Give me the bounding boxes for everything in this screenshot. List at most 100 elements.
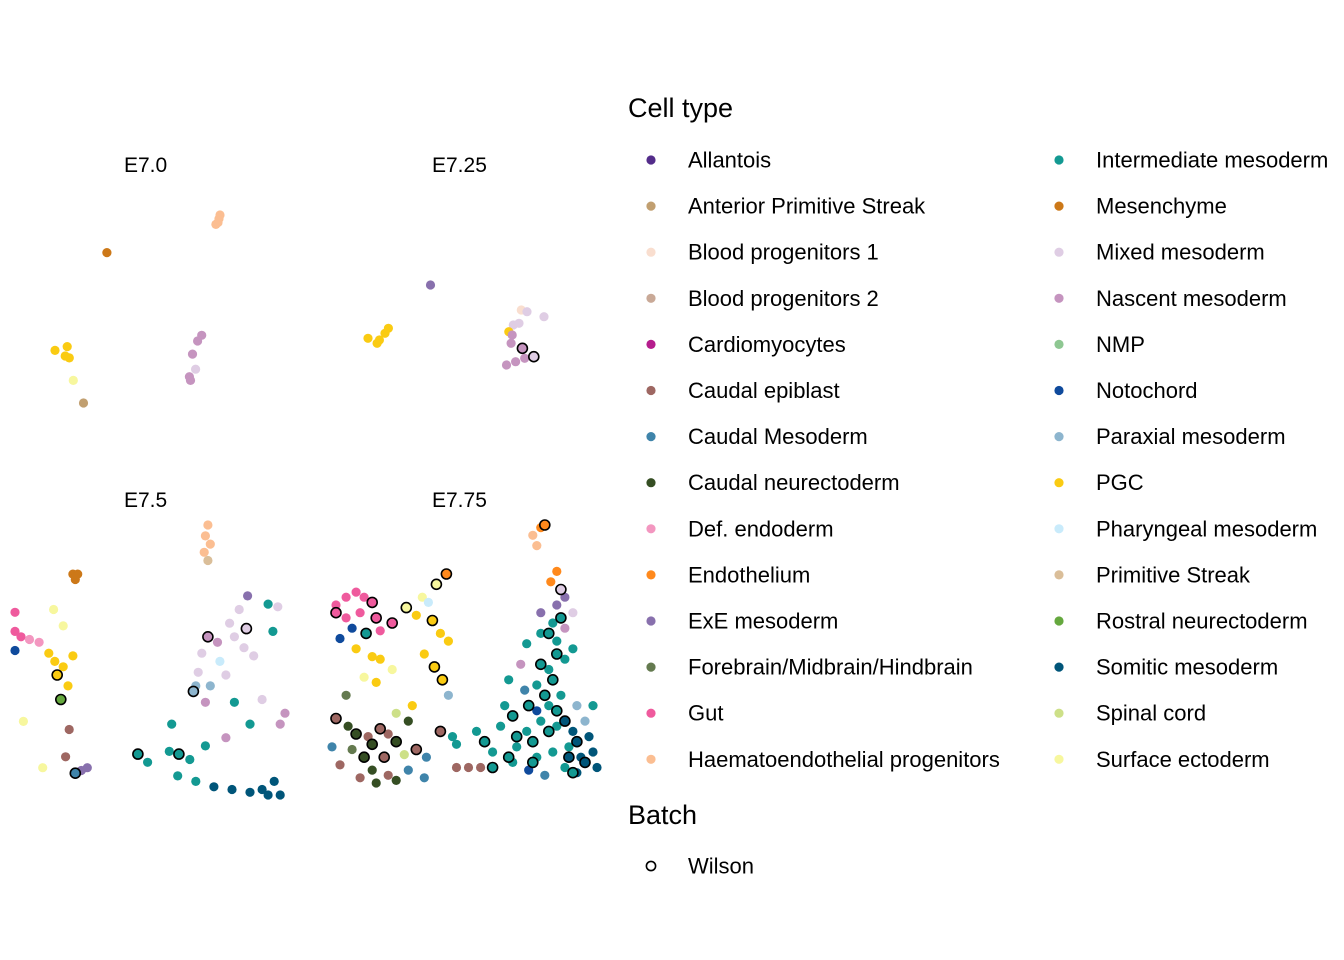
data-point-caudal-epiblast [383, 729, 393, 739]
data-point-haematoendothelial-progenitors [528, 530, 538, 540]
data-point-mixed-mesoderm [221, 670, 231, 680]
data-point-caudal-neurectoderm [358, 751, 370, 764]
legend-label: Gut [688, 701, 723, 726]
legend-key-pgc [1054, 478, 1064, 488]
data-point-mixed-mesoderm [568, 608, 578, 618]
data-point-intermediate-mesoderm [552, 721, 562, 731]
data-point-intermediate-mesoderm [556, 690, 566, 700]
data-point-forebrain-midbrain-hindbrain [341, 690, 351, 700]
legend-item-haematoendothelial-progenitors: Haematoendothelial progenitors [646, 747, 1000, 772]
data-point-nascent-mesoderm [560, 623, 570, 633]
data-point-pgc [367, 652, 377, 662]
data-point-somitic-mesoderm [563, 751, 575, 764]
data-point-pharyngeal-mesoderm [423, 597, 433, 608]
legend-key-gut [646, 708, 656, 718]
data-point-caudal-neurectoderm [371, 778, 381, 788]
data-point-mixed-mesoderm [191, 364, 201, 374]
data-point-mixed-mesoderm [225, 618, 235, 628]
data-point-intermediate-mesoderm [548, 747, 558, 757]
data-point-mixed-mesoderm [273, 602, 283, 612]
data-point-mesenchyme [70, 574, 80, 585]
data-point-gut [386, 617, 399, 629]
data-point-intermediate-mesoderm [132, 748, 144, 760]
data-point-nascent-mesoderm [506, 338, 516, 348]
legend-label: Intermediate mesoderm [1096, 148, 1328, 173]
data-point-intermediate-mesoderm [447, 732, 458, 742]
data-point-pgc [351, 644, 361, 654]
data-point-somitic-mesoderm [245, 787, 255, 797]
data-point-nascent-mesoderm [187, 349, 198, 359]
data-point-intermediate-mesoderm [451, 739, 462, 749]
data-point-mixed-mesoderm [239, 643, 249, 653]
legend-label: Mixed mesoderm [1096, 240, 1265, 265]
legend-label: Paraxial mesoderm [1096, 424, 1286, 449]
data-point-intermediate-mesoderm [173, 771, 183, 781]
data-point-somitic-mesoderm [227, 784, 237, 795]
data-point-caudal-epiblast [434, 725, 447, 738]
data-point-intermediate-mesoderm [536, 628, 546, 639]
facet-title: E7.0 [124, 154, 167, 177]
data-point-intermediate-mesoderm [544, 701, 554, 711]
legend-key-blood-progenitors-1 [646, 247, 656, 257]
legend-key-rostral-neurectoderm [1054, 616, 1064, 626]
legend-label: Somitic mesoderm [1096, 655, 1278, 680]
data-point-exe-mesoderm [425, 280, 436, 290]
legend-key-blood-progenitors-2 [646, 293, 656, 303]
data-point-intermediate-mesoderm [526, 756, 539, 769]
data-point-surface-ectoderm [387, 664, 397, 675]
data-point-nascent-mesoderm [221, 733, 231, 743]
data-point-mixed-mesoderm [234, 604, 244, 615]
legend-label: Haematoendothelial progenitors [688, 747, 1000, 772]
data-point-caudal-epiblast [383, 770, 393, 780]
data-point-caudal-epiblast [330, 712, 342, 725]
legend-key-cardiomyocytes [646, 339, 656, 349]
legend-item-surface-ectoderm: Surface ectoderm [1054, 747, 1270, 772]
legend-key-allantois [646, 155, 656, 165]
data-point-somitic-mesoderm [257, 784, 267, 795]
data-point-intermediate-mesoderm [506, 710, 519, 722]
data-point-haematoendothelial-progenitors [203, 520, 213, 530]
data-point-paraxial-mesoderm [187, 685, 200, 698]
data-point-somitic-mesoderm [568, 726, 578, 737]
legend-item-allantois: Allantois [646, 148, 771, 173]
data-point-caudal-neurectoderm [403, 716, 413, 726]
legend-label: PGC [1096, 470, 1144, 495]
data-point-notochord [10, 645, 20, 656]
data-point-intermediate-mesoderm [263, 599, 273, 609]
data-point-pgc [372, 338, 382, 348]
data-point-nascent-mesoderm [510, 357, 521, 367]
legend-label: Nascent mesoderm [1096, 286, 1287, 311]
data-point-intermediate-mesoderm [143, 757, 153, 767]
legend-label: Notochord [1096, 378, 1198, 403]
legend-key-nascent-mesoderm [1054, 293, 1064, 303]
data-point-nascent-mesoderm [212, 637, 223, 647]
wilson-points [330, 519, 591, 779]
data-point-surface-ectoderm [359, 672, 369, 682]
data-point-mixed-mesoderm [522, 307, 532, 317]
data-point-intermediate-mesoderm [185, 754, 195, 765]
data-point-surface-ectoderm [417, 592, 427, 602]
data-point-intermediate-mesoderm [486, 761, 499, 774]
data-point-intermediate-mesoderm [550, 704, 563, 717]
legend-key-notochord [1054, 385, 1064, 396]
data-point-caudal-epiblast [64, 724, 74, 735]
data-point-intermediate-mesoderm [567, 766, 579, 779]
facet-title: E7.5 [124, 489, 167, 512]
legend-label: Forebrain/Midbrain/Hindbrain [688, 655, 973, 680]
legend-item-gut: Gut [646, 701, 723, 726]
data-point-intermediate-mesoderm [532, 680, 542, 690]
data-point-paraxial-mesoderm [205, 681, 215, 691]
legend-item-endothelium: Endothelium [646, 562, 810, 587]
data-point-pgc [436, 673, 449, 686]
data-point-notochord [532, 706, 542, 716]
data-point-surface-ectoderm [430, 578, 443, 591]
data-point-intermediate-mesoderm [522, 726, 532, 737]
data-point-forebrain-midbrain-hindbrain [347, 744, 357, 755]
data-point-pgc [443, 636, 453, 646]
data-point-gut [366, 596, 379, 609]
data-point-intermediate-mesoderm [526, 735, 539, 748]
data-point-primitive-streak [203, 555, 213, 566]
data-point-somitic-mesoderm [559, 715, 571, 727]
legend-label: Primitive Streak [1096, 562, 1251, 587]
